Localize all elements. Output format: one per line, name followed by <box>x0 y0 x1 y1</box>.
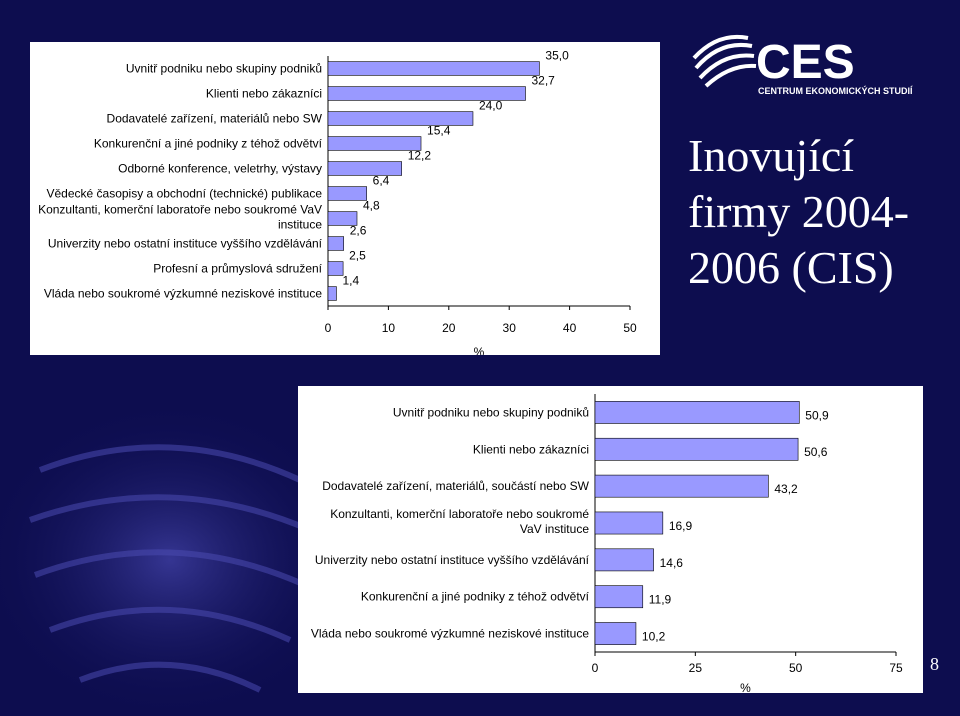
chart1-bar <box>327 161 402 176</box>
chart1-bar <box>327 236 345 251</box>
chart1-value-label: 24,0 <box>479 99 503 113</box>
chart2-value-label: 50,9 <box>805 408 829 422</box>
chart1-category-label: Konkurenční a jiné podniky z téhož odvět… <box>94 137 323 151</box>
chart2-bar <box>594 511 664 535</box>
chart1-value-label: 2,6 <box>350 224 367 238</box>
chart1-category-label: Univerzity nebo ostatní instituce vyššíh… <box>48 237 323 251</box>
chart2-value-label: 43,2 <box>774 482 798 496</box>
chart2-category-label: Konzultanti, komerční laboratoře nebo so… <box>330 507 589 536</box>
chart1-tick-label: 0 <box>325 321 332 335</box>
chart1-value-label: 35,0 <box>545 49 569 63</box>
chart1-value-label: 1,4 <box>342 274 359 288</box>
chart2-category-label: Uvnitř podniku nebo skupiny podniků <box>393 405 589 419</box>
chart1-value-label: 4,8 <box>363 199 380 213</box>
chart2-value-label: 14,6 <box>660 556 684 570</box>
chart1-bar <box>327 111 474 126</box>
chart-panel-bottom: Uvnitř podniku nebo skupiny podniků 50,9 K… <box>298 386 923 693</box>
chart1-bar <box>327 136 422 151</box>
chart1-bar <box>327 286 337 301</box>
chart2-category-label: Konkurenční a jiné podniky z téhož odvět… <box>361 590 590 604</box>
chart2-bar <box>594 474 769 498</box>
chart1-category-label: Vláda nebo soukromé výzkumné neziskové i… <box>44 287 322 301</box>
chart-panel-top: Uvnitř podniku nebo skupiny podniků 35,0 K… <box>30 42 660 355</box>
chart2-category-label: Klienti nebo zákazníci <box>473 442 589 456</box>
slide-title: Inovující firmy 2004-2006 (CIS) <box>688 130 910 293</box>
chart2-category-label: Dodavatelé zařízení, materiálů, součástí… <box>322 479 589 493</box>
chart2-bar <box>594 622 637 645</box>
bar-chart-bottom: Uvnitř podniku nebo skupiny podniků 50,9 K… <box>311 394 903 693</box>
chart1-bar <box>327 261 344 276</box>
chart2-x-axis-title: % <box>740 681 751 693</box>
chart2-tick-label: 75 <box>889 661 903 675</box>
chart1-tick-label: 30 <box>503 321 517 335</box>
chart1-category-label: Dodavatelé zařízení, materiálů nebo SW <box>107 112 323 126</box>
chart2-bar <box>594 585 644 609</box>
chart2-category-label: Vláda nebo soukromé výzkumné neziskové i… <box>311 627 589 641</box>
chart1-tick-label: 20 <box>442 321 456 335</box>
chart2-bar <box>594 548 654 572</box>
chart2-tick-label: 25 <box>689 661 703 675</box>
chart1-bar <box>327 86 526 101</box>
chart1-category-label: Vědecké časopisy a obchodní (technické) … <box>47 187 323 201</box>
logo-subtitle: CENTRUM EKONOMICKÝCH STUDIÍ <box>758 85 913 96</box>
chart1-category-label: Uvnitř podniku nebo skupiny podniků <box>126 62 322 76</box>
chart1-value-label: 2,5 <box>349 249 366 263</box>
chart1-value-label: 15,4 <box>427 124 451 138</box>
chart1-value-label: 32,7 <box>532 74 556 88</box>
chart2-bar <box>594 401 800 424</box>
chart1-tick-label: 50 <box>623 321 637 335</box>
chart1-x-axis-title: % <box>474 345 485 355</box>
bar-chart-top: Uvnitř podniku nebo skupiny podniků 35,0 K… <box>38 49 637 355</box>
chart2-tick-label: 50 <box>789 661 803 675</box>
chart1-bar <box>327 61 540 76</box>
chart1-tick-label: 10 <box>382 321 396 335</box>
chart2-category-label: Univerzity nebo ostatní instituce vyššíh… <box>315 553 590 567</box>
chart1-category-label: Konzultanti, komerční laboratoře nebo so… <box>38 203 322 232</box>
chart1-value-label: 6,4 <box>373 174 390 188</box>
chart1-category-label: Klienti nebo zákazníci <box>206 87 322 101</box>
page-number: 8 <box>930 654 939 674</box>
globe-swirl-icon <box>692 35 757 88</box>
chart1-bar <box>327 186 367 201</box>
chart2-tick-label: 0 <box>592 661 599 675</box>
chart2-value-label: 11,9 <box>649 593 672 607</box>
ces-logo: CES CENTRUM EKONOMICKÝCH STUDIÍ <box>692 35 913 96</box>
chart2-value-label: 10,2 <box>642 630 666 644</box>
chart2-bar <box>594 437 799 461</box>
chart1-category-label: Odborné konference, veletrhy, výstavy <box>118 162 322 176</box>
chart2-value-label: 50,6 <box>804 445 828 459</box>
logo-text: CES <box>756 36 855 89</box>
chart2-value-label: 16,9 <box>669 519 693 533</box>
chart1-bar <box>327 211 358 226</box>
chart1-value-label: 12,2 <box>408 149 432 163</box>
chart1-tick-label: 40 <box>563 321 577 335</box>
chart1-category-label: Profesní a průmyslová sdružení <box>153 262 322 276</box>
